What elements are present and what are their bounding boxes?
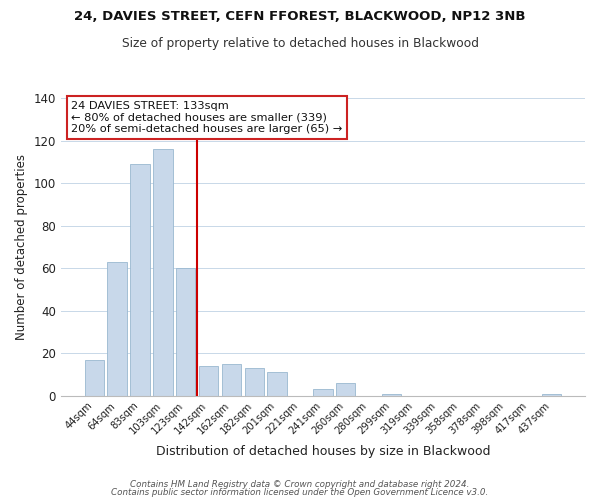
Text: Size of property relative to detached houses in Blackwood: Size of property relative to detached ho… bbox=[121, 38, 479, 51]
Bar bbox=[85, 360, 104, 396]
Text: Contains HM Land Registry data © Crown copyright and database right 2024.: Contains HM Land Registry data © Crown c… bbox=[130, 480, 470, 489]
Text: Contains public sector information licensed under the Open Government Licence v3: Contains public sector information licen… bbox=[112, 488, 488, 497]
Bar bbox=[199, 366, 218, 396]
Bar bbox=[153, 149, 173, 396]
Text: 24 DAVIES STREET: 133sqm
← 80% of detached houses are smaller (339)
20% of semi-: 24 DAVIES STREET: 133sqm ← 80% of detach… bbox=[71, 101, 343, 134]
Bar bbox=[245, 368, 264, 396]
Bar bbox=[313, 390, 332, 396]
Bar bbox=[107, 262, 127, 396]
Bar bbox=[268, 372, 287, 396]
Bar bbox=[130, 164, 150, 396]
Bar bbox=[382, 394, 401, 396]
X-axis label: Distribution of detached houses by size in Blackwood: Distribution of detached houses by size … bbox=[155, 444, 490, 458]
Y-axis label: Number of detached properties: Number of detached properties bbox=[15, 154, 28, 340]
Text: 24, DAVIES STREET, CEFN FFOREST, BLACKWOOD, NP12 3NB: 24, DAVIES STREET, CEFN FFOREST, BLACKWO… bbox=[74, 10, 526, 23]
Bar bbox=[336, 383, 355, 396]
Bar bbox=[176, 268, 196, 396]
Bar bbox=[222, 364, 241, 396]
Bar bbox=[542, 394, 561, 396]
